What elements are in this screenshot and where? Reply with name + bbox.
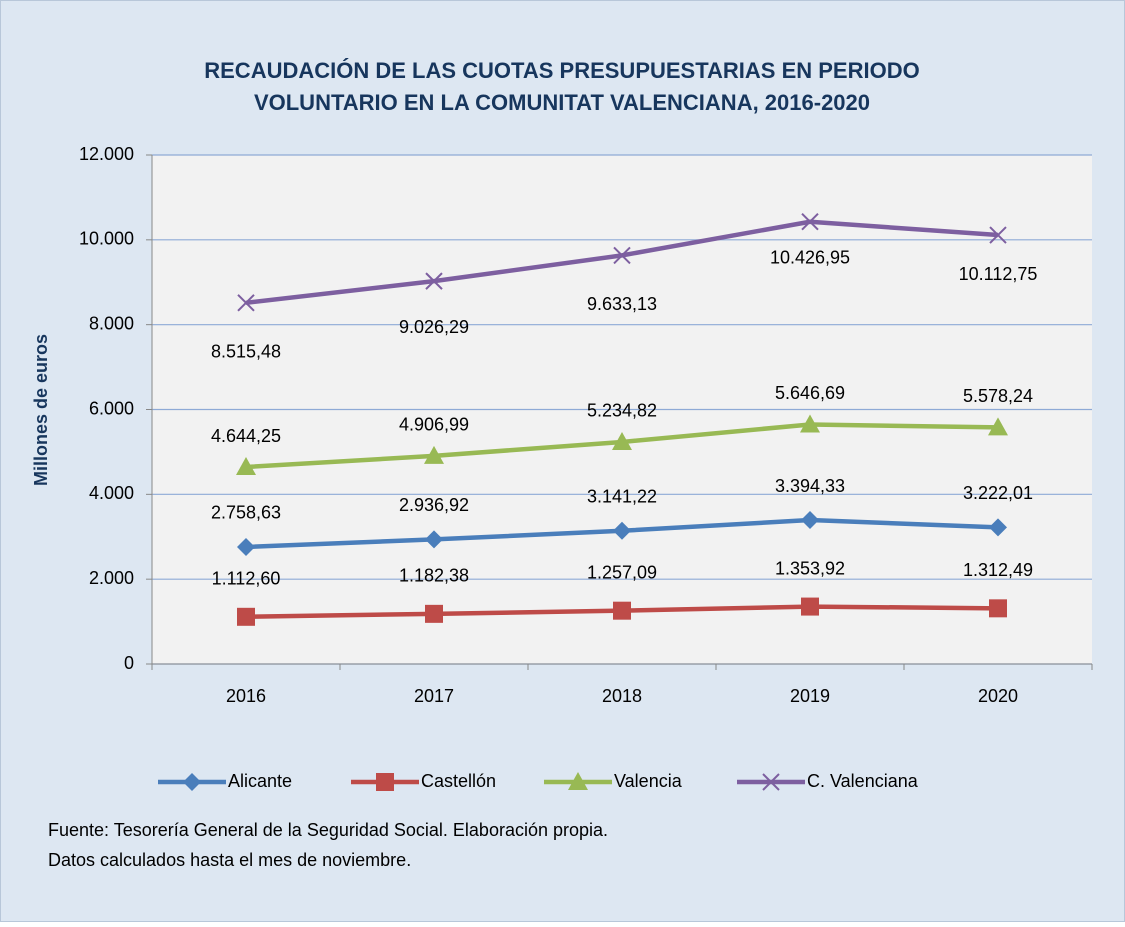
legend-label: Valencia bbox=[614, 771, 683, 791]
x-tick-label: 2020 bbox=[978, 686, 1018, 706]
y-tick-label: 12.000 bbox=[79, 144, 134, 164]
legend-marker bbox=[568, 772, 588, 790]
y-tick-label: 8.000 bbox=[89, 313, 134, 333]
data-label: 1.257,09 bbox=[587, 562, 657, 582]
chart-title: RECAUDACIÓN DE LAS CUOTAS PRESUPUESTARIA… bbox=[204, 58, 919, 83]
chart-title: VOLUNTARIO EN LA COMUNITAT VALENCIANA, 2… bbox=[254, 90, 870, 115]
marker bbox=[425, 272, 443, 290]
y-tick-label: 4.000 bbox=[89, 483, 134, 503]
data-label: 5.646,69 bbox=[775, 383, 845, 403]
data-label: 10.112,75 bbox=[959, 264, 1038, 284]
data-label: 2.936,92 bbox=[399, 495, 469, 515]
x-tick-label: 2018 bbox=[602, 686, 642, 706]
note: Datos calculados hasta el mes de noviemb… bbox=[48, 850, 411, 870]
marker bbox=[801, 597, 819, 616]
data-label: 4.644,25 bbox=[211, 426, 281, 446]
marker bbox=[612, 431, 632, 450]
note: Fuente: Tesorería General de la Segurida… bbox=[48, 820, 608, 840]
marker bbox=[989, 518, 1007, 537]
data-label: 1.182,38 bbox=[399, 566, 469, 586]
x-tick-label: 2016 bbox=[226, 686, 266, 706]
data-label: 5.578,24 bbox=[963, 386, 1033, 406]
marker bbox=[237, 607, 255, 626]
data-label: 1.112,60 bbox=[212, 569, 281, 589]
marker bbox=[613, 246, 631, 265]
marker bbox=[613, 521, 631, 540]
marker bbox=[989, 226, 1007, 244]
x-tick-label: 2019 bbox=[790, 686, 830, 706]
marker bbox=[613, 601, 631, 620]
data-label: 1.312,49 bbox=[963, 560, 1033, 580]
marker bbox=[237, 537, 255, 556]
legend-marker bbox=[183, 773, 201, 791]
marker bbox=[236, 457, 256, 476]
data-label: 8.515,48 bbox=[211, 342, 281, 362]
marker bbox=[425, 530, 443, 549]
marker bbox=[237, 294, 255, 312]
x-tick-label: 2017 bbox=[414, 686, 454, 706]
data-label: 4.906,99 bbox=[399, 415, 469, 435]
y-tick-label: 10.000 bbox=[79, 229, 134, 249]
marker bbox=[801, 213, 819, 231]
data-label: 3.394,33 bbox=[775, 476, 845, 496]
marker bbox=[989, 599, 1007, 618]
marker bbox=[424, 445, 444, 464]
legend-label: Castellón bbox=[421, 771, 496, 791]
marker bbox=[801, 511, 819, 530]
y-tick-label: 0 bbox=[124, 653, 134, 673]
data-label: 1.353,92 bbox=[775, 558, 845, 578]
legend-marker bbox=[762, 773, 780, 791]
data-label: 5.234,82 bbox=[587, 401, 657, 421]
data-label: 3.141,22 bbox=[587, 487, 657, 507]
data-label: 10.426,95 bbox=[770, 247, 850, 267]
y-tick-label: 6.000 bbox=[89, 398, 134, 418]
legend-label: C. Valenciana bbox=[807, 771, 919, 791]
y-axis-label: Millones de euros bbox=[31, 334, 51, 486]
legend-label: Alicante bbox=[228, 771, 292, 791]
marker bbox=[425, 604, 443, 623]
marker bbox=[988, 417, 1008, 436]
data-label: 9.633,13 bbox=[587, 294, 657, 314]
data-label: 2.758,63 bbox=[211, 503, 281, 523]
data-label: 3.222,01 bbox=[963, 483, 1033, 503]
y-tick-label: 2.000 bbox=[89, 568, 134, 588]
legend-marker bbox=[376, 773, 394, 791]
marker bbox=[800, 414, 820, 433]
data-label: 9.026,29 bbox=[399, 317, 469, 337]
